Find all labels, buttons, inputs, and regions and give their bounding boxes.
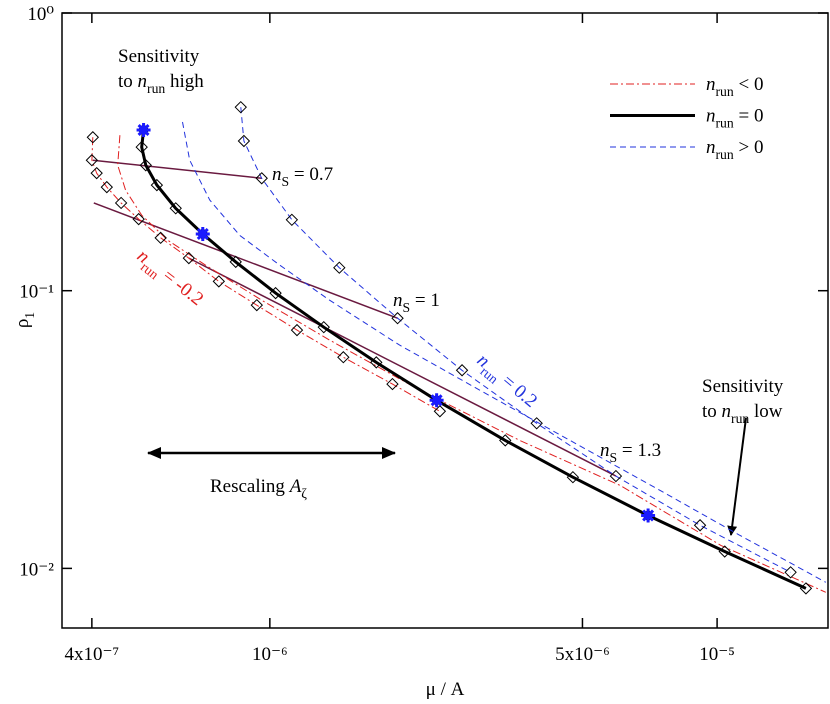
diamond-marker	[85, 154, 99, 167]
diamond-marker	[455, 364, 469, 377]
diamond-marker	[784, 566, 797, 579]
pointer-arrow	[727, 417, 747, 536]
y-axis-label: ρ1	[12, 312, 37, 328]
annotation: to nrun high	[118, 71, 204, 96]
series-line	[140, 129, 807, 590]
diamond-marker	[718, 545, 731, 558]
plot-frame	[61, 12, 829, 629]
legend-label: nrun < 0	[706, 74, 763, 99]
annotation: nS = 0.7	[272, 164, 333, 189]
diamond-marker	[391, 312, 404, 325]
plot-area	[85, 100, 827, 595]
diamond-marker	[370, 356, 383, 369]
annotation: to nrun low	[702, 401, 783, 426]
annotation: nrun = -0.2	[130, 245, 207, 313]
diamond-marker	[229, 255, 242, 269]
diamond-marker	[237, 134, 251, 148]
diamond-marker	[255, 172, 268, 185]
annotation: nS = 1.3	[600, 440, 661, 465]
diamond-marker	[269, 286, 282, 300]
annotation: nS = 1	[393, 290, 440, 315]
star-marker	[195, 227, 210, 242]
diamond-marker	[86, 131, 100, 144]
x-axis-label: μ / A	[426, 679, 465, 700]
series-line	[240, 107, 791, 573]
x-tick-label: 4x10⁻⁷	[65, 644, 120, 665]
connector-line	[93, 202, 398, 319]
y-tick-label: 10⁰	[27, 4, 54, 25]
connector-line	[188, 257, 617, 477]
series-line	[91, 137, 441, 412]
y-tick-label: 10⁻¹	[19, 282, 54, 303]
legend-label: nrun > 0	[706, 137, 763, 162]
y-tick-label: 10⁻²	[19, 559, 54, 580]
diamond-marker	[139, 159, 152, 172]
annotation: nrun = 0.2	[470, 350, 541, 415]
diamond-marker	[150, 178, 164, 192]
legend-label: nrun = 0	[706, 106, 763, 131]
diamond-marker	[114, 196, 128, 210]
x-tick-label: 5x10⁻⁶	[555, 644, 610, 665]
diamond-marker	[799, 582, 813, 595]
diamond-marker	[290, 323, 304, 337]
diamond-marker	[90, 166, 103, 180]
diamond-marker	[100, 180, 114, 194]
series-line	[182, 121, 827, 583]
diamond-marker	[285, 213, 299, 227]
star-marker	[429, 393, 444, 408]
diamond-marker	[530, 417, 543, 430]
diamond-marker	[433, 405, 447, 418]
diamond-marker	[566, 470, 580, 484]
diamond-marker	[333, 261, 346, 274]
diamond-marker	[386, 377, 399, 391]
diamond-marker	[132, 212, 145, 226]
connector-line	[92, 159, 262, 180]
diamond-marker	[212, 275, 226, 288]
diamond-marker	[250, 298, 263, 312]
diamond-marker	[135, 140, 148, 154]
star-marker	[641, 508, 656, 523]
diamond-marker	[499, 434, 512, 447]
x-tick-label: 10⁻⁵	[699, 644, 735, 665]
diamond-marker	[317, 320, 330, 334]
annotation: Sensitivity	[118, 46, 200, 67]
diamond-marker	[609, 469, 623, 483]
diamond-marker	[169, 202, 182, 215]
diamond-marker	[234, 100, 247, 114]
annotation: Rescaling Aζ	[210, 476, 307, 501]
x-tick-label: 10⁻⁶	[252, 644, 288, 665]
diamond-marker	[337, 351, 350, 364]
star-marker	[136, 123, 151, 138]
diamond-marker	[182, 251, 196, 265]
diamond-marker	[154, 231, 167, 245]
annotation: Sensitivity	[702, 376, 784, 397]
diamond-marker	[693, 519, 707, 532]
